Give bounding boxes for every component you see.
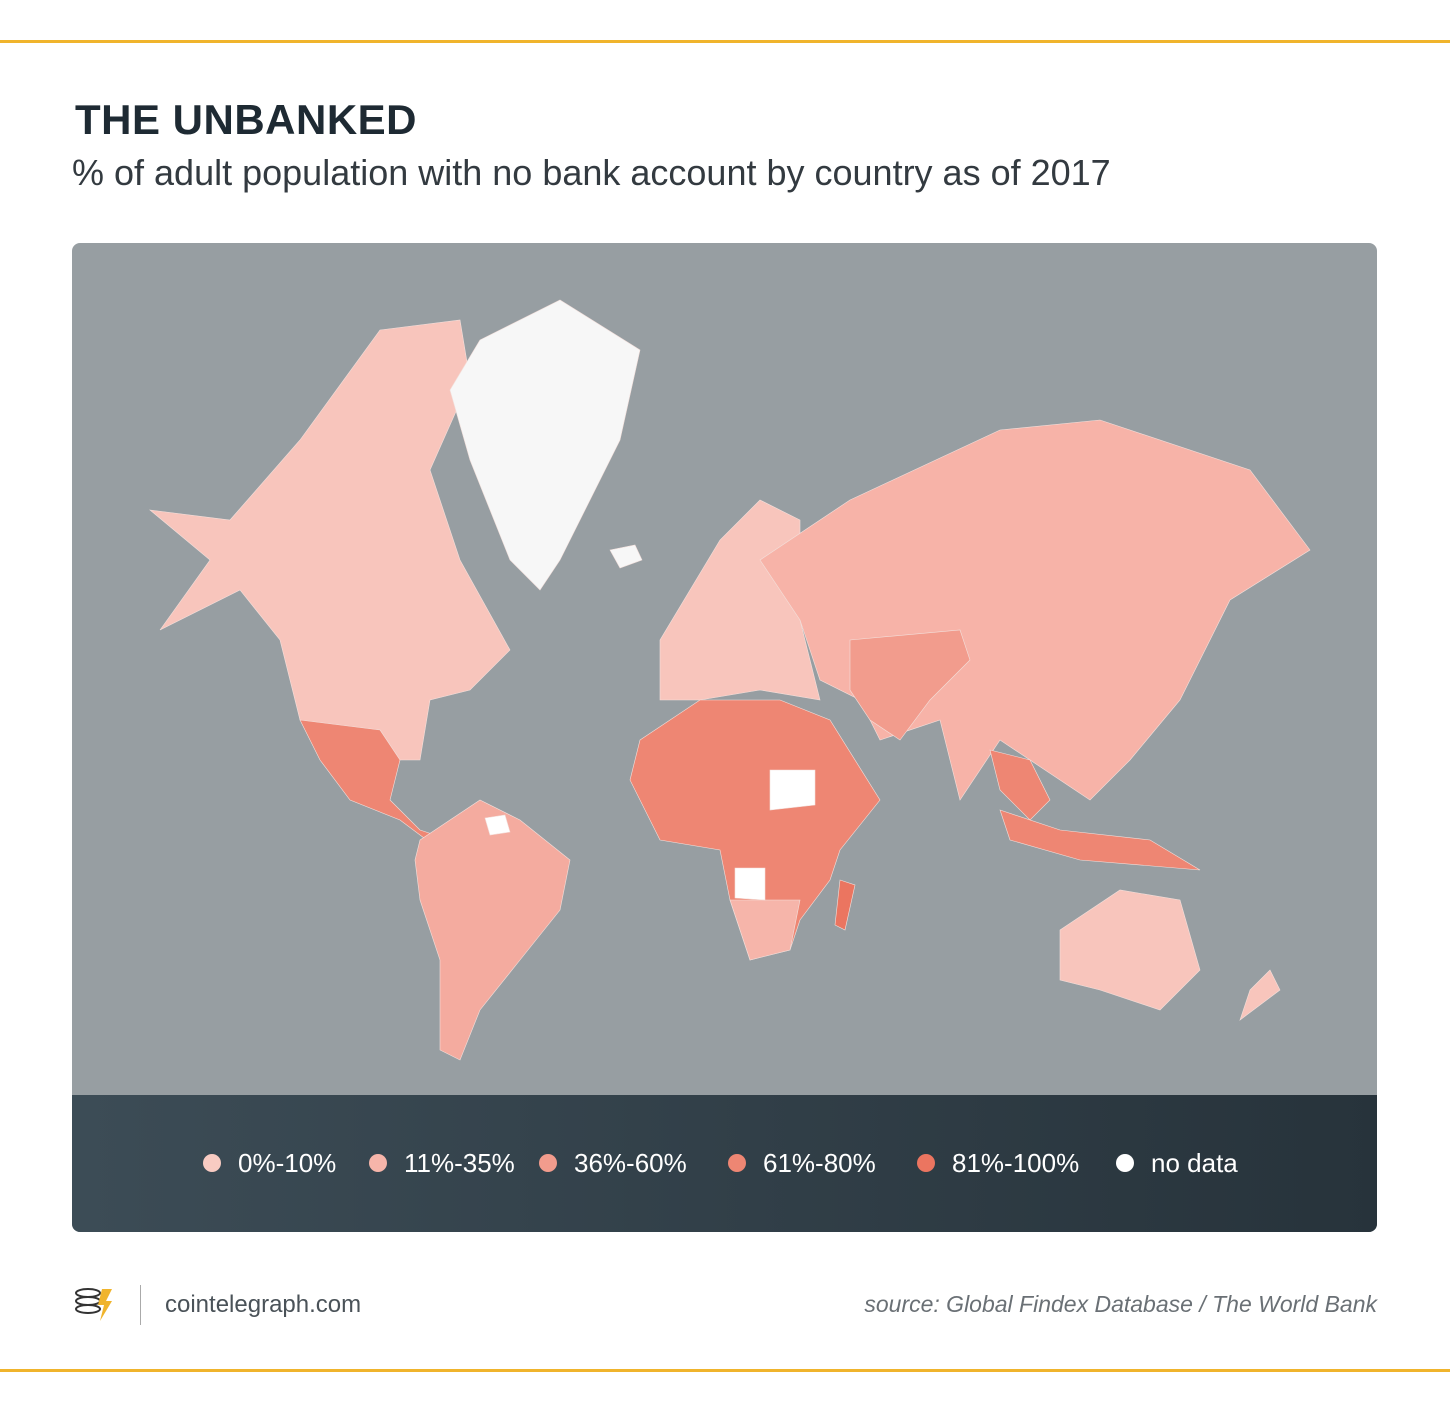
guianas	[484, 814, 511, 836]
top-rule	[0, 40, 1450, 43]
indonesia	[999, 809, 1201, 871]
legend-swatch	[203, 1154, 221, 1172]
bottom-rule	[0, 1369, 1450, 1372]
legend-label: no data	[1151, 1148, 1238, 1178]
southeast-asia	[989, 749, 1051, 821]
greenland	[449, 299, 641, 591]
africa	[629, 699, 881, 961]
map-panel: 0%-10% 11%-35% 36%-60% 61%-80% 81%-100% no da…	[72, 243, 1377, 1232]
legend-label: 36%-60%	[574, 1148, 687, 1178]
legend: 0%-10% 11%-35% 36%-60% 61%-80% 81%-100% no da…	[72, 1095, 1377, 1232]
australia	[1059, 889, 1201, 1011]
legend-label: 81%-100%	[952, 1148, 1079, 1178]
legend-swatch	[369, 1154, 387, 1172]
legend-label: 11%-35%	[404, 1148, 515, 1178]
legend-swatch	[917, 1154, 935, 1172]
legend-label: 0%-10%	[238, 1148, 336, 1178]
north-america	[149, 319, 511, 761]
legend-label: 61%-80%	[763, 1148, 876, 1178]
south-america	[414, 799, 571, 1061]
southern-africa	[729, 899, 801, 961]
legend-swatch	[728, 1154, 746, 1172]
angola	[734, 867, 766, 901]
iceland	[609, 544, 643, 569]
subtitle: % of adult population with no bank accou…	[72, 152, 1111, 193]
brand: cointelegraph.com	[165, 1291, 362, 1318]
new-zealand	[1239, 969, 1281, 1021]
legend-swatch	[1116, 1154, 1134, 1172]
brand-logo	[75, 1288, 112, 1321]
world-map	[149, 299, 1311, 1061]
title: THE UNBANKED	[75, 96, 417, 143]
source: source: Global Findex Database / The Wor…	[864, 1291, 1377, 1317]
madagascar	[834, 879, 856, 931]
divider	[140, 1285, 141, 1325]
sudan	[769, 769, 816, 811]
central-asia	[849, 629, 971, 741]
legend-swatch	[539, 1154, 557, 1172]
central-america	[299, 719, 451, 851]
